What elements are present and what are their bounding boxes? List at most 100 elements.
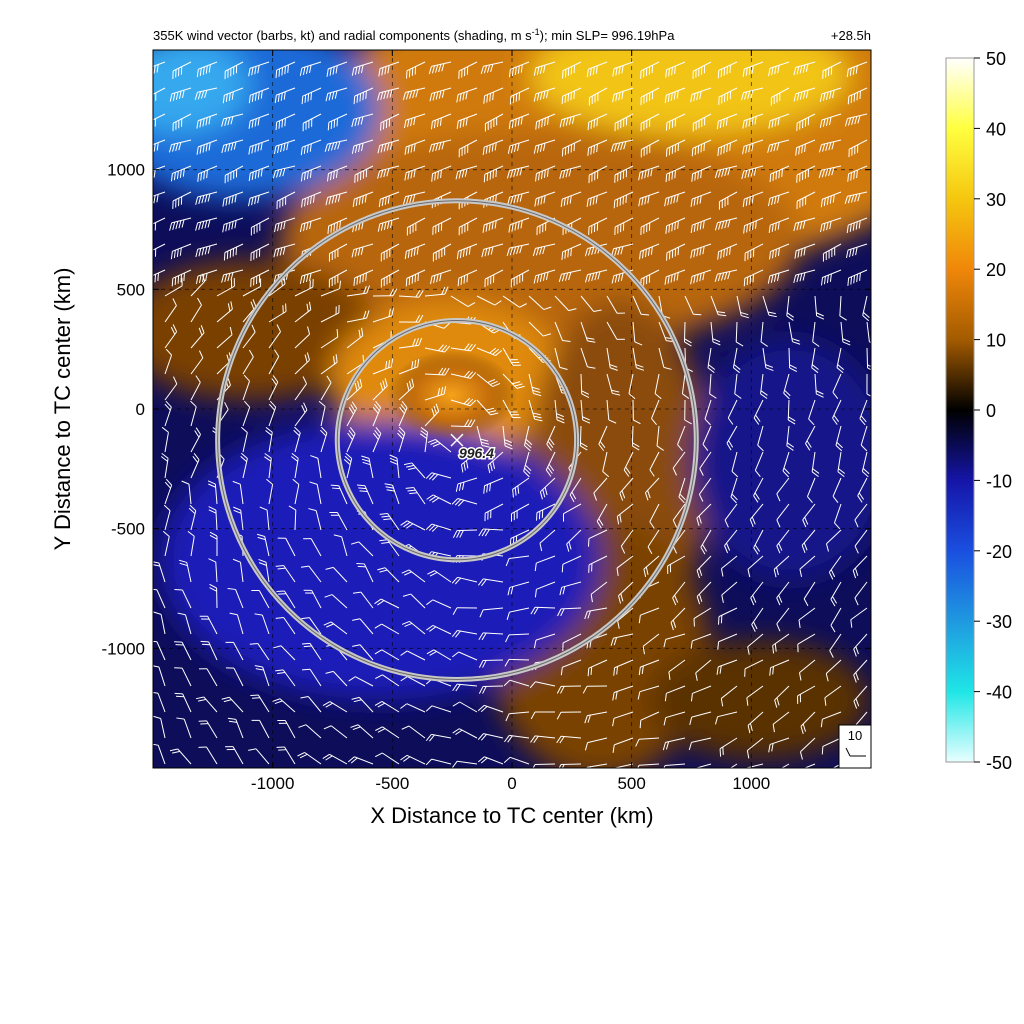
wind-barb [242,374,251,401]
wind-barb [428,61,452,75]
wind-barb [398,358,420,375]
reference-barb-label: 10 [848,728,862,743]
wind-barb [688,737,712,751]
wind-barb [638,659,660,676]
wind-barb [293,426,301,453]
wind-barb [612,737,634,753]
wind-barb [684,399,692,425]
wind-barb [731,451,739,478]
wind-barb [424,386,447,401]
wind-barb [483,477,504,494]
x-tick-label: -500 [375,774,409,793]
wind-barb [587,113,608,131]
wind-barb [587,659,608,677]
wind-barb [505,633,530,643]
wind-barb [458,217,478,236]
wind-barb [401,620,426,635]
wind-barb [545,451,556,477]
wind-barb [783,373,791,400]
wind-barb [693,607,712,627]
wind-barb [710,321,721,346]
wind-barb [266,478,274,505]
wind-barb [221,113,244,127]
wind-barb [848,139,868,158]
wind-barb [377,87,400,101]
wind-barb [533,633,556,649]
wind-barb [400,520,426,531]
wind-barb [351,139,374,154]
wind-barb [450,370,477,379]
wind-barb [198,746,218,765]
wind-barb [195,191,218,205]
wind-barb [623,451,634,477]
wind-barb [696,581,712,605]
wind-barb [320,375,332,401]
range-ring-core [336,319,578,561]
wind-barb [153,217,166,231]
wind-barb [824,685,842,706]
wind-barb [750,581,764,606]
wind-barb [190,400,197,427]
wind-barb [853,633,868,657]
wind-barb [637,763,660,768]
wind-barb [174,692,192,713]
wind-barb [561,555,582,573]
wind-barb [372,307,394,323]
wind-barb [696,503,712,526]
wind-barb [613,191,634,209]
wind-barb [452,607,478,616]
wind-barb [451,576,478,585]
wind-barb [169,87,192,102]
wind-barb [667,555,686,574]
wind-barb [320,426,328,453]
wind-barb [351,113,374,128]
wind-barb [174,641,192,661]
wind-barb [850,607,868,628]
wind-barb [268,349,280,375]
wind-barb [233,506,244,531]
wind-barb [320,354,338,375]
wind-barb [487,451,504,474]
wind-barb [164,348,173,375]
wind-barb [428,139,452,153]
wind-barb [288,505,297,531]
wind-barb [256,533,270,557]
wind-barb [640,87,660,106]
wind-barb [797,633,816,653]
wind-barb [346,310,370,323]
wind-barb [350,724,374,739]
wind-barb [398,378,415,401]
wind-barb [847,87,868,105]
wind-barb [510,503,530,522]
wind-barb [425,472,452,481]
wind-barb [153,113,166,127]
wind-barb [801,529,816,553]
wind-barb [374,701,400,713]
wind-barb [640,61,660,79]
wind-barb [616,555,634,577]
wind-barb [560,659,582,676]
wind-barb [666,139,686,157]
wind-barb [424,367,450,376]
wind-barb [859,399,868,426]
wind-barb [787,399,796,425]
wind-barb [677,425,686,452]
wind-barb [628,373,636,400]
wind-barb [672,451,686,476]
wind-barb [606,373,621,396]
wind-barb [209,531,218,557]
wind-barb [153,715,166,739]
wind-barb [772,633,790,654]
wind-barb [638,165,660,181]
wind-barb [530,711,556,720]
wind-barb [484,269,504,288]
wind-barb [426,649,452,661]
wind-barb [638,607,660,624]
wind-barb [746,737,764,759]
wind-barb [582,685,608,694]
colorbar-tick-label: -50 [986,753,1012,773]
wind-barb [400,676,426,687]
wind-barb [753,477,764,503]
wind-barb [614,165,634,183]
wind-barb [502,425,513,450]
